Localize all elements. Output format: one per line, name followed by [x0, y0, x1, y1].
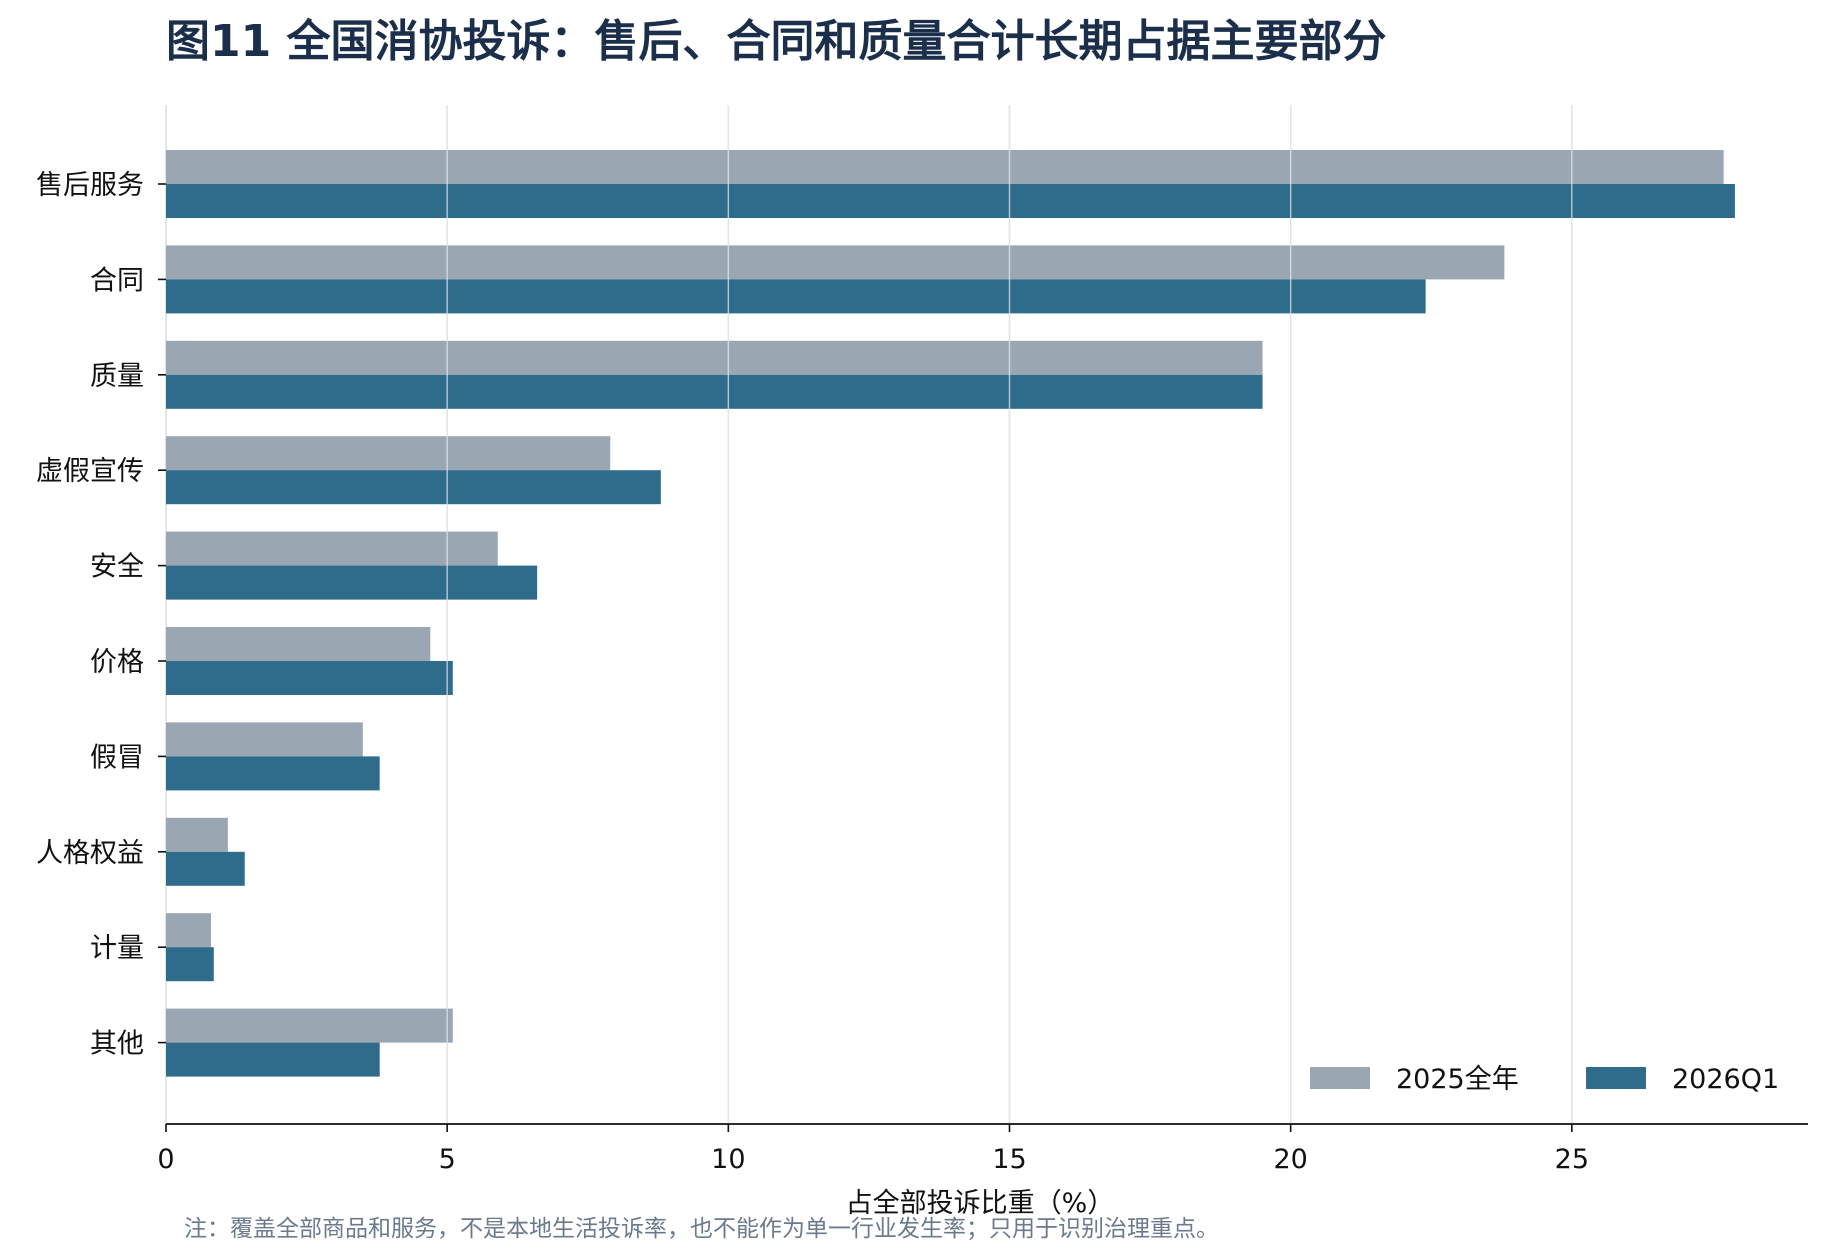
- category-label-8: 计量: [90, 933, 144, 964]
- bar-series-2-8: [166, 947, 214, 982]
- bar-series-1-9: [166, 1008, 453, 1043]
- x-tick-label-2: 10: [711, 1144, 745, 1175]
- bar-series-2-9: [166, 1042, 380, 1077]
- bar-series-1-2: [166, 340, 1263, 375]
- bar-series-2-6: [166, 756, 380, 791]
- x-tick-label-1: 5: [439, 1144, 456, 1175]
- x-tick-label-3: 15: [992, 1144, 1026, 1175]
- category-label-2: 质量: [90, 361, 144, 392]
- bar-series-1-0: [166, 150, 1724, 184]
- x-axis-title: 占全部投诉比重（%）: [846, 1188, 1115, 1219]
- category-label-0: 售后服务: [36, 170, 144, 201]
- category-label-6: 假冒: [90, 742, 144, 773]
- category-label-4: 安全: [90, 552, 144, 583]
- category-label-1: 合同: [90, 265, 144, 296]
- legend-label-1: 2025全年: [1396, 1064, 1519, 1095]
- legend-swatch-2: [1586, 1067, 1646, 1089]
- category-label-5: 价格: [90, 647, 144, 678]
- x-tick-label-5: 25: [1555, 1144, 1589, 1175]
- legend-label-2: 2026Q1: [1672, 1064, 1779, 1095]
- bar-series-1-5: [166, 627, 431, 661]
- bar-series-2-7: [166, 851, 245, 886]
- bar-series-2-2: [166, 374, 1263, 409]
- bar-series-1-6: [166, 722, 363, 757]
- legend: 2025全年 2026Q1: [1310, 1064, 1779, 1095]
- legend-swatch-1: [1310, 1067, 1370, 1089]
- bar-series-1-8: [166, 913, 211, 948]
- category-label-9: 其他: [90, 1029, 144, 1060]
- x-tick-label-4: 20: [1273, 1144, 1307, 1175]
- category-label-3: 虚假宣传: [36, 456, 144, 487]
- x-tick-label-0: 0: [157, 1144, 174, 1175]
- bar-series-1-3: [166, 436, 611, 471]
- category-label-7: 人格权益: [36, 838, 144, 869]
- bar-series-2-4: [166, 565, 538, 600]
- chart-title: 图11 全国消协投诉：售后、合同和质量合计长期占据主要部分: [166, 16, 1387, 67]
- bars: [166, 105, 1735, 1124]
- bar-series-2-3: [166, 470, 661, 505]
- chart-note: 注：覆盖全部商品和服务，不是本地生活投诉率，也不能作为单一行业发生率；只用于识别…: [184, 1216, 1219, 1242]
- bar-series-2-5: [166, 661, 453, 695]
- bar-series-1-4: [166, 531, 498, 566]
- bar-series-2-0: [166, 184, 1735, 218]
- bar-series-2-1: [166, 279, 1426, 314]
- bar-series-1-7: [166, 817, 228, 852]
- bar-series-1-1: [166, 245, 1505, 280]
